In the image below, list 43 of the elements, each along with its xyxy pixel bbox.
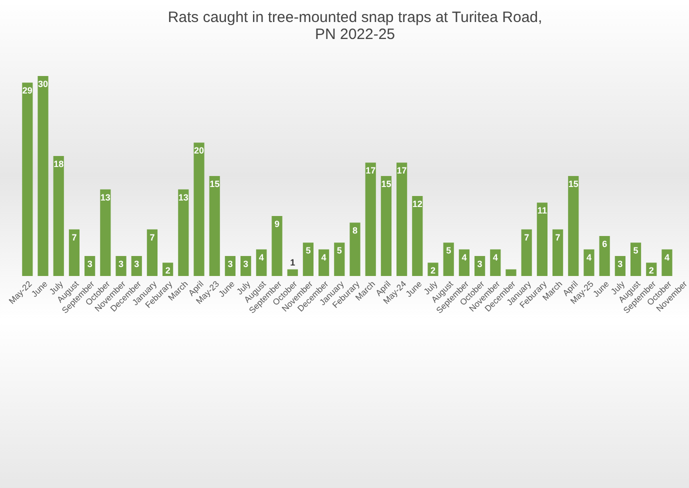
data-label: 17 — [396, 166, 407, 176]
data-label: 3 — [118, 259, 124, 269]
data-label: 4 — [462, 252, 467, 262]
data-label: 13 — [100, 192, 110, 202]
data-label: 15 — [210, 179, 220, 189]
data-label: 7 — [72, 232, 77, 242]
data-label: 7 — [524, 232, 530, 242]
text: Rats caught in tree-mounted snap traps at Turitea Road, — [168, 9, 542, 26]
data-label: 1 — [290, 257, 296, 268]
data-label: 5 — [446, 246, 452, 256]
data-label: 15 — [568, 179, 578, 189]
data-label: 12 — [412, 199, 422, 209]
data-label: 3 — [228, 259, 233, 269]
text: PN 2022-25 — [314, 26, 396, 43]
data-label: 17 — [366, 166, 376, 176]
data-label: 3 — [243, 259, 248, 269]
data-label: 4 — [321, 252, 326, 262]
data-label: 13 — [178, 192, 188, 202]
data-label: 4 — [586, 252, 592, 262]
data-label: 30 — [38, 79, 48, 89]
data-label: 3 — [134, 259, 140, 269]
data-label: 20 — [194, 146, 204, 156]
data-label: 4 — [492, 252, 498, 262]
data-label: 2 — [648, 266, 654, 276]
data-label: 5 — [633, 246, 638, 256]
data-label: 5 — [336, 246, 342, 256]
data-label: 3 — [618, 259, 623, 269]
data-label: 2 — [430, 266, 436, 276]
data-label: 3 — [87, 259, 92, 269]
data-label: 7 — [150, 232, 155, 242]
data-label: 3 — [477, 259, 482, 269]
data-label: 2 — [165, 266, 170, 276]
data-label: 5 — [306, 246, 311, 256]
data-label: 29 — [22, 86, 32, 96]
data-label: 7 — [555, 232, 560, 242]
data-label: 4 — [664, 252, 670, 262]
data-label: 4 — [258, 252, 264, 262]
data-label: 15 — [381, 179, 392, 189]
data-label: 18 — [54, 159, 64, 169]
data-label: 8 — [352, 226, 358, 236]
data-label: 6 — [602, 239, 608, 249]
data-label: 11 — [537, 206, 547, 216]
data-label: 9 — [274, 219, 280, 229]
